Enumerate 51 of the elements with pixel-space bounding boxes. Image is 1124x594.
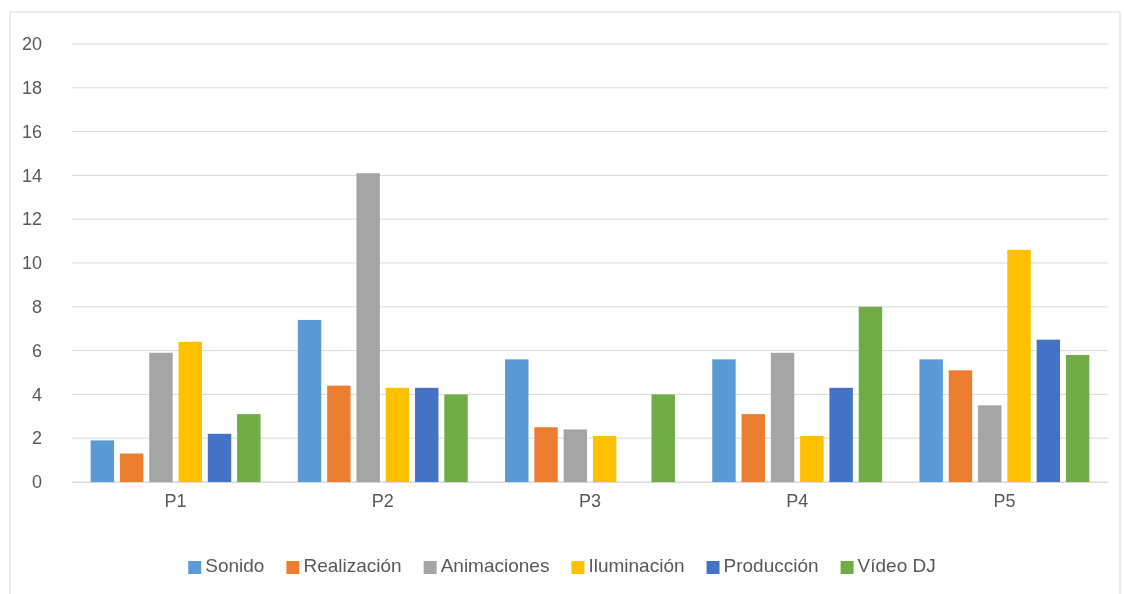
bar bbox=[563, 429, 588, 482]
bar bbox=[948, 370, 973, 482]
x-tick-label: P3 bbox=[578, 490, 602, 511]
bar bbox=[237, 414, 261, 482]
y-tick-label: 12 bbox=[21, 209, 42, 230]
bar bbox=[207, 433, 232, 482]
y-tick-label: 0 bbox=[31, 472, 42, 493]
bar bbox=[534, 427, 558, 482]
bar bbox=[1007, 249, 1031, 482]
legend-label: Iluminación bbox=[588, 555, 685, 576]
x-tick-label: P4 bbox=[786, 490, 809, 511]
bar bbox=[149, 352, 173, 482]
y-tick-label: 20 bbox=[21, 34, 42, 55]
bar bbox=[178, 341, 202, 482]
bar bbox=[829, 387, 853, 482]
legend-label: Sonido bbox=[205, 555, 265, 576]
bar bbox=[415, 387, 439, 482]
bar bbox=[800, 436, 824, 482]
legend-label: Realización bbox=[303, 555, 402, 576]
y-tick-label: 16 bbox=[21, 121, 42, 142]
bar bbox=[858, 306, 883, 482]
bar bbox=[356, 173, 380, 482]
bar bbox=[297, 319, 322, 482]
bar bbox=[505, 359, 529, 482]
bar bbox=[978, 405, 1002, 482]
x-tick-label: P2 bbox=[371, 490, 394, 511]
bar bbox=[919, 359, 943, 482]
y-tick-label: 18 bbox=[21, 78, 42, 99]
bar bbox=[1036, 339, 1061, 482]
legend-label: Animaciones bbox=[440, 555, 550, 576]
legend-label: Vídeo DJ bbox=[857, 555, 936, 576]
bar bbox=[119, 453, 144, 482]
bar bbox=[741, 414, 765, 482]
y-tick-label: 10 bbox=[21, 253, 42, 274]
bar bbox=[592, 436, 617, 482]
y-tick-label: 2 bbox=[31, 428, 42, 449]
x-tick-label: P1 bbox=[164, 490, 187, 511]
legend-label: Producción bbox=[723, 555, 819, 576]
bar bbox=[770, 352, 795, 482]
y-tick-label: 14 bbox=[21, 165, 42, 186]
y-tick-label: 6 bbox=[31, 340, 42, 361]
y-tick-label: 8 bbox=[31, 297, 42, 318]
bar bbox=[651, 394, 675, 482]
bar bbox=[90, 440, 115, 482]
bar bbox=[327, 385, 351, 482]
bar bbox=[385, 387, 410, 482]
bar bbox=[712, 359, 736, 482]
x-tick-label: P5 bbox=[993, 490, 1016, 511]
y-tick-label: 4 bbox=[31, 384, 42, 405]
bar bbox=[1065, 354, 1090, 482]
bar bbox=[444, 394, 468, 482]
